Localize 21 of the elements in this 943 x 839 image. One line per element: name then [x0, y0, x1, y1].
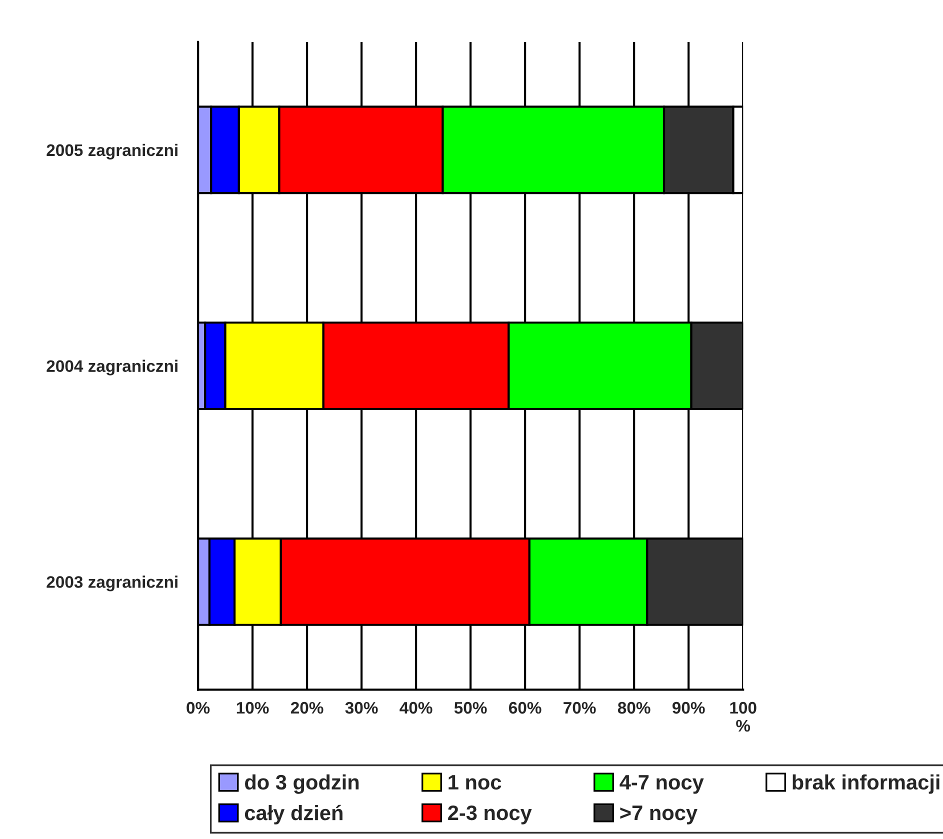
- y-tick-label: 2003 zagraniczni: [46, 576, 178, 592]
- x-tick-label: 40%: [400, 702, 432, 714]
- legend-label: brak informacji: [792, 774, 940, 794]
- legend-label: cały dzień: [244, 804, 342, 824]
- legend-label: do 3 godzin: [245, 774, 359, 794]
- legend-label: 4-7 nocy: [620, 775, 704, 794]
- x-tick-label: 20%: [290, 702, 324, 714]
- legend-label: 2-3 nocy: [448, 805, 532, 824]
- x-tick-label: 50%: [454, 702, 487, 714]
- x-tick-label: 90%: [672, 702, 705, 714]
- legend-label: 1 noc: [448, 775, 502, 790]
- x-tick-label: 30%: [345, 702, 378, 714]
- x-tick-label: 60%: [508, 702, 542, 714]
- x-tick-label: 70%: [564, 702, 596, 714]
- y-tick-label: 2005 zagraniczni: [46, 144, 178, 160]
- x-tick-label: 0%: [186, 702, 210, 714]
- y-tick-label: 2004 zagraniczni: [46, 360, 178, 376]
- x-tick-label: 10%: [236, 702, 269, 714]
- x-tick-label: 100 %: [730, 702, 756, 732]
- x-tick-label: 80%: [618, 702, 650, 714]
- legend-label: >7 nocy: [620, 806, 698, 824]
